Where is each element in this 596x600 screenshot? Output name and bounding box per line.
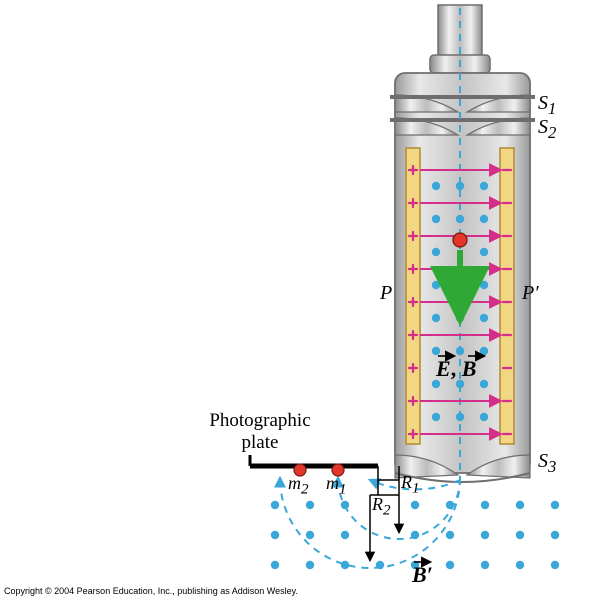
copyright-text: Copyright © 2004 Pearson Education, Inc.…: [4, 586, 298, 596]
label-B-prime: B′: [412, 562, 433, 588]
label-m2: m2: [288, 473, 309, 499]
ion-particle: [453, 233, 467, 247]
label-S1: S1: [538, 92, 556, 119]
diagram-svg: [0, 0, 596, 600]
label-S2: S2: [538, 116, 556, 143]
plate-P-prime: [500, 148, 514, 444]
label-E-B: E, B: [436, 356, 476, 382]
label-R2: R2: [372, 494, 391, 520]
bfield-dots-lower: [271, 501, 559, 569]
label-P-prime: P′: [522, 282, 539, 305]
label-photographic-plate: Photographic plate: [190, 410, 330, 454]
diagram-root: S1 S2 S3 P P′ E, B B′ Photographic plate…: [0, 0, 596, 600]
label-S3: S3: [538, 450, 556, 477]
label-m1: m1: [326, 473, 347, 499]
label-P: P: [380, 282, 392, 305]
label-R1: R1: [401, 472, 420, 498]
